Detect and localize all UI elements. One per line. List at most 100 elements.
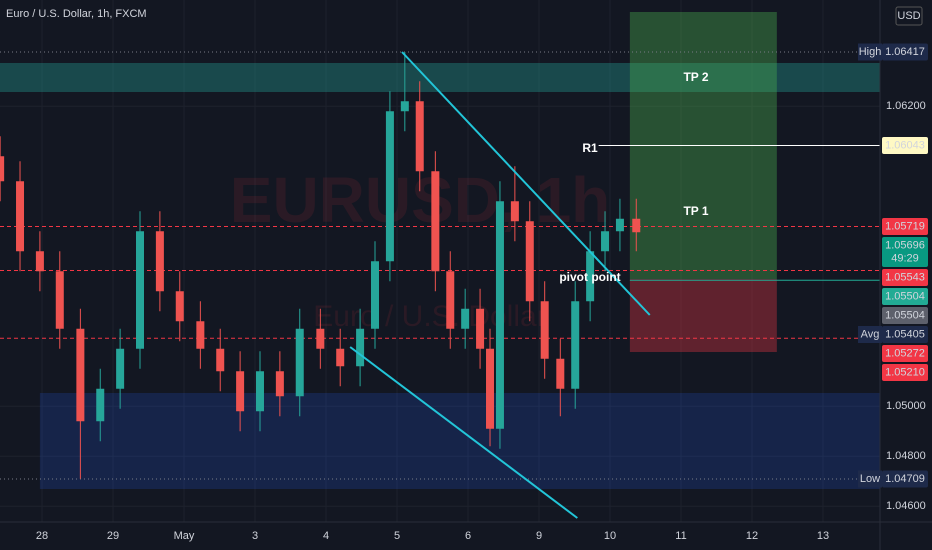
zone-label: TP 1 — [683, 204, 708, 218]
price-label-box — [882, 237, 928, 267]
candle-body — [175, 291, 184, 322]
y-tick-label: 1.04800 — [886, 450, 926, 462]
trend-line — [349, 346, 578, 519]
candle-body — [415, 101, 424, 172]
candle-body — [632, 218, 641, 233]
x-tick-label: 4 — [323, 530, 329, 542]
candle-body — [76, 328, 85, 422]
price-label: 1.05696 — [885, 239, 925, 251]
candle-body — [336, 348, 345, 367]
candle-body — [601, 231, 610, 252]
zone — [0, 63, 880, 92]
x-tick-label: 29 — [107, 530, 119, 542]
price-tag: Low — [860, 473, 880, 485]
x-tick-label: 5 — [394, 530, 400, 542]
candle-body — [316, 328, 325, 349]
candle-body — [571, 301, 580, 389]
chart-title: Euro / U.S. Dollar, 1h, FXCM — [6, 8, 147, 20]
x-tick-label: 6 — [465, 530, 471, 542]
price-label-box — [882, 218, 928, 235]
price-label-timer: 49:29 — [891, 252, 919, 264]
candle-body — [586, 251, 595, 302]
candle-body — [510, 201, 519, 222]
x-tick-label: 28 — [36, 530, 48, 542]
price-label: 1.05210 — [885, 366, 925, 378]
currency-button[interactable] — [895, 6, 923, 26]
candle-body — [116, 348, 125, 389]
price-label: 1.04709 — [885, 473, 925, 485]
candle-body — [236, 371, 245, 412]
price-label-box — [882, 288, 928, 305]
candle-body — [196, 321, 205, 349]
candle-body — [400, 101, 409, 112]
candle-body — [356, 328, 365, 367]
candle-body — [461, 308, 470, 329]
y-tick-label: 1.06200 — [886, 100, 926, 112]
x-tick-label: 11 — [675, 530, 686, 542]
candle-body — [255, 371, 264, 412]
candle-body — [0, 156, 5, 182]
candle-body — [216, 348, 225, 372]
trend-line — [401, 51, 651, 316]
r1-label: R1 — [582, 141, 598, 155]
candle-body — [275, 371, 284, 397]
candle-body — [525, 221, 534, 302]
candle-body — [96, 388, 105, 422]
candle-body — [371, 261, 380, 329]
y-tick-label: 1.04600 — [886, 500, 926, 512]
candle-body — [446, 271, 455, 329]
price-label: 1.05405 — [885, 328, 925, 340]
candle-body — [476, 308, 485, 349]
x-tick-label: May — [174, 530, 195, 542]
price-label: 1.05272 — [885, 347, 925, 359]
x-tick-label: 9 — [536, 530, 542, 542]
price-label-box — [882, 43, 928, 61]
x-tick-label: 13 — [817, 530, 829, 542]
price-tag-box — [858, 470, 882, 488]
price-label: 1.06417 — [885, 46, 925, 58]
candle-body — [155, 231, 164, 292]
price-tag: High — [859, 46, 882, 58]
candle-body — [55, 271, 64, 329]
price-label-box — [882, 364, 928, 381]
candle-body — [385, 111, 394, 262]
price-axis: 1.04600 1.04800 1.05000 1.06200 28 29 May 3 4 5 6 9… — [36, 43, 928, 542]
x-tick-label: 3 — [252, 530, 258, 542]
price-label: 1.05543 — [885, 271, 925, 283]
x-tick-label: 10 — [604, 530, 616, 542]
watermark-subtitle: Euro / U.S. Dollar — [313, 300, 546, 333]
candle-body — [295, 328, 304, 397]
price-label-box — [882, 470, 928, 488]
candle-body — [486, 348, 495, 429]
price-label: 1.05719 — [885, 220, 925, 232]
price-label: 1.06043 — [885, 139, 925, 151]
candle-body — [556, 358, 565, 389]
price-label-box — [882, 269, 928, 286]
candle-body — [495, 201, 504, 429]
zone — [629, 279, 777, 352]
candle-body — [35, 251, 44, 272]
price-tag-box — [858, 326, 882, 343]
price-label: 1.05504 — [885, 309, 925, 321]
candle-body — [540, 301, 549, 359]
candle-body — [615, 218, 624, 232]
price-label: 1.05504 — [885, 290, 925, 302]
price-label-box — [882, 137, 928, 154]
price-label-box — [882, 307, 928, 324]
price-tag: Avg — [861, 328, 880, 340]
zone — [39, 393, 880, 489]
pivot-label: pivot point — [559, 270, 620, 284]
y-tick-label: 1.05000 — [886, 400, 926, 412]
currency[interactable]: USD — [897, 10, 920, 22]
x-tick-label: 12 — [746, 530, 758, 542]
candle-body — [136, 231, 145, 349]
candle-body — [431, 171, 440, 272]
price-label-box — [882, 345, 928, 362]
price-tag-box — [858, 43, 882, 61]
price-label-box — [882, 326, 928, 343]
candle-body — [16, 181, 25, 252]
zone-label: TP 2 — [683, 70, 708, 84]
plot — [0, 12, 880, 519]
